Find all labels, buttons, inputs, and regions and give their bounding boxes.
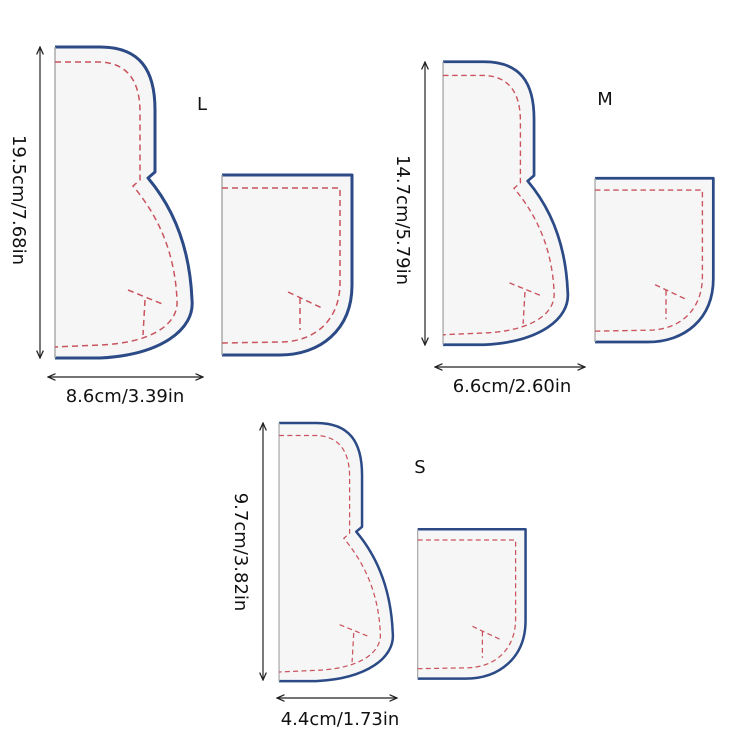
height-label: 9.7cm/3.82in (230, 493, 251, 612)
size-label: S (414, 457, 425, 478)
size-label: L (197, 94, 207, 115)
pattern-l: L 19.5cm/7.68in 8.6cm/3.39in (8, 45, 354, 407)
pattern-m: M 14.7cm/5.79in 6.6cm/2.60in (392, 60, 715, 397)
size-label: M (597, 89, 613, 110)
width-label: 8.6cm/3.39in (66, 386, 185, 407)
height-label: 19.5cm/7.68in (8, 135, 29, 265)
pattern-s: S 9.7cm/3.82in 4.4cm/1.73in (230, 421, 527, 730)
width-label: 6.6cm/2.60in (453, 376, 572, 397)
height-label: 14.7cm/5.79in (392, 155, 413, 285)
width-label: 4.4cm/1.73in (281, 709, 400, 730)
